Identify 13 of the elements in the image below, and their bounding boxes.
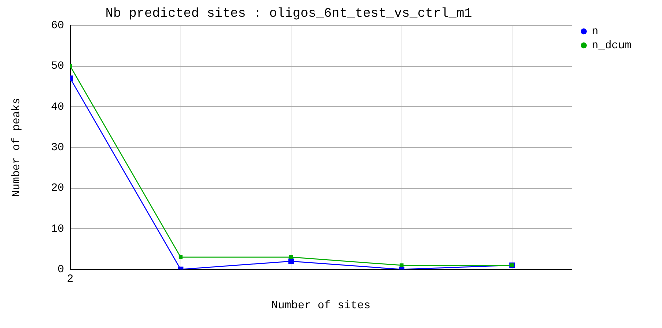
y-tick-label: 20 (51, 183, 64, 196)
y-tick-label: 50 (51, 61, 64, 74)
legend-label: n_dcum (592, 40, 632, 53)
legend-label: n (592, 26, 599, 39)
y-tick-label: 0 (58, 264, 64, 277)
y-axis-title: Number of peaks (12, 98, 24, 198)
chart-title: Nb predicted sites : oligos_6nt_test_vs_ctrl_m1 (106, 6, 473, 22)
y-tick-label: 30 (51, 142, 64, 155)
y-tick-label: 10 (51, 224, 64, 236)
y-tick-label: 60 (51, 20, 64, 33)
x-axis-title: Number of sites (272, 300, 371, 312)
x-tick-label: 2 (67, 274, 74, 286)
y-tick-label: 40 (51, 102, 64, 114)
